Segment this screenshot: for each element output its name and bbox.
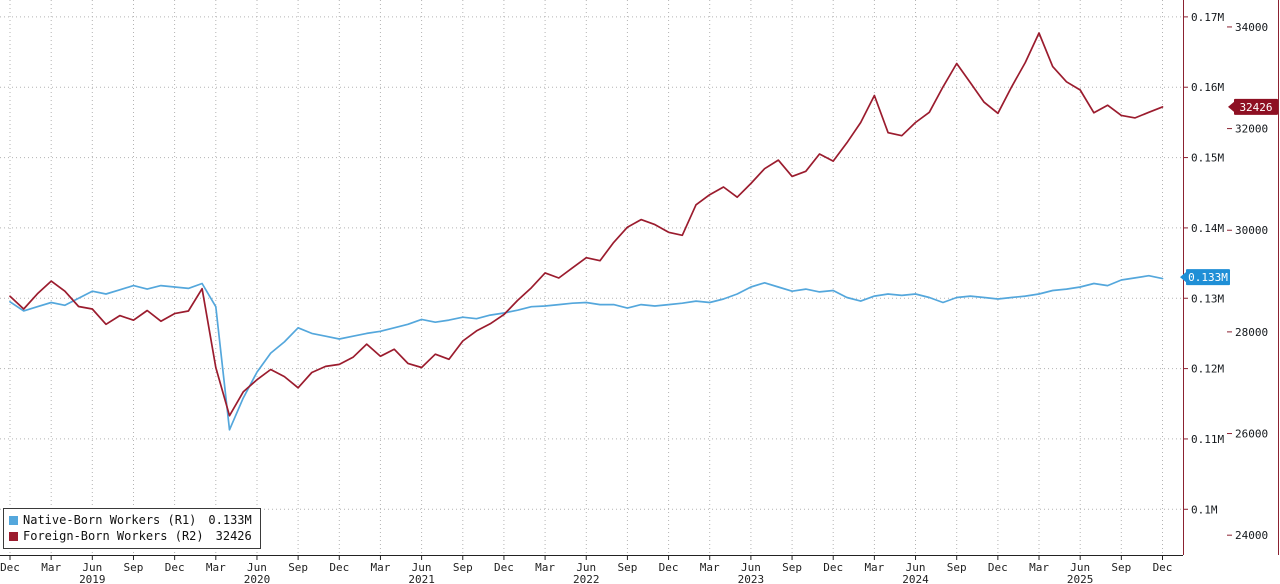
x-tick-label: Jun xyxy=(741,561,761,574)
x-year-label: 2023 xyxy=(738,573,765,584)
x-tick-label: Sep xyxy=(782,561,802,574)
x-tick-label: Jun xyxy=(576,561,596,574)
x-tick-label: Dec xyxy=(494,561,514,574)
x-tick-label: Sep xyxy=(947,561,967,574)
r1-last-value-badge: 0.133M xyxy=(1180,269,1230,286)
legend-label-native: Native-Born Workers (R1) xyxy=(23,513,197,527)
x-tick-label: Mar xyxy=(1029,561,1049,574)
r2-last-value-badge: 32426 xyxy=(1228,98,1278,115)
x-tick-label: Dec xyxy=(0,561,20,574)
x-tick-label: Jun xyxy=(82,561,102,574)
y-axis-r2: 24000 26000 28000 30000 32000 34000 xyxy=(1227,0,1279,555)
r1-last-value-badge-label: 0.133M xyxy=(1188,271,1228,284)
r2-last-value-badge-label: 32426 xyxy=(1239,101,1272,114)
legend-swatch-native xyxy=(9,515,18,525)
x-tick-label: Mar xyxy=(535,561,555,574)
r2-tick-label: 26000 xyxy=(1235,428,1268,441)
gridlines xyxy=(0,0,1183,555)
r2-tick-label: 34000 xyxy=(1235,21,1268,34)
r1-tick-label: 0.13M xyxy=(1191,292,1224,305)
legend-swatch-foreign xyxy=(9,531,18,541)
x-tick-label: Jun xyxy=(1070,561,1090,574)
x-tick-label: Sep xyxy=(288,561,308,574)
x-tick-label: Jun xyxy=(412,561,432,574)
legend-value-native: 0.133M xyxy=(208,513,252,527)
x-axis: Dec Mar Jun Sep Dec Mar Jun Sep Dec Mar Jun Sep Dec M… xyxy=(0,555,1183,584)
x-tick-label: Dec xyxy=(823,561,843,574)
x-year-label: 2022 xyxy=(573,573,600,584)
x-tick-label: Dec xyxy=(659,561,679,574)
r1-tick-label: 0.1M xyxy=(1191,503,1218,516)
legend-item-foreign[interactable]: Foreign-Born Workers (R2) 32426 xyxy=(9,528,252,544)
x-tick-label: Mar xyxy=(864,561,884,574)
x-tick-label: Dec xyxy=(1153,561,1173,574)
x-tick-label: Dec xyxy=(165,561,185,574)
x-tick-label: Jun xyxy=(247,561,267,574)
x-tick-label: Mar xyxy=(206,561,226,574)
x-tick-label: Mar xyxy=(700,561,720,574)
r2-tick-label: 24000 xyxy=(1235,529,1268,542)
x-tick-label: Jun xyxy=(906,561,926,574)
r1-tick-label: 0.14M xyxy=(1191,222,1224,235)
r1-tick-label: 0.17M xyxy=(1191,11,1224,24)
series-line-r1[interactable] xyxy=(9,274,1164,431)
x-year-label: 2024 xyxy=(902,573,929,584)
legend-value-foreign: 32426 xyxy=(215,529,252,543)
x-tick-label: Dec xyxy=(988,561,1008,574)
x-year-label: 2020 xyxy=(244,573,271,584)
r1-tick-label: 0.15M xyxy=(1191,152,1224,165)
legend-item-native[interactable]: Native-Born Workers (R1) 0.133M xyxy=(9,512,252,528)
x-tick-label: Sep xyxy=(124,561,144,574)
x-tick-label: Sep xyxy=(617,561,637,574)
r1-tick-label: 0.16M xyxy=(1191,81,1224,94)
r2-tick-label: 30000 xyxy=(1235,224,1268,237)
x-year-label: 2025 xyxy=(1067,573,1094,584)
chart-legend[interactable]: Native-Born Workers (R1) 0.133M Foreign-… xyxy=(3,508,261,549)
x-tick-label: Mar xyxy=(41,561,61,574)
x-tick-label: Dec xyxy=(329,561,349,574)
x-year-label: 2019 xyxy=(79,573,106,584)
x-tick-label: Sep xyxy=(453,561,473,574)
x-year-label: 2021 xyxy=(408,573,435,584)
x-tick-label: Sep xyxy=(1111,561,1131,574)
legend-label-foreign: Foreign-Born Workers (R2) xyxy=(23,529,204,543)
r2-tick-label: 32000 xyxy=(1235,123,1268,136)
r2-tick-label: 28000 xyxy=(1235,326,1268,339)
x-tick-label: Mar xyxy=(371,561,391,574)
series-line-r2[interactable] xyxy=(9,32,1164,417)
r1-tick-label: 0.12M xyxy=(1191,363,1224,376)
r1-tick-label: 0.11M xyxy=(1191,433,1224,446)
